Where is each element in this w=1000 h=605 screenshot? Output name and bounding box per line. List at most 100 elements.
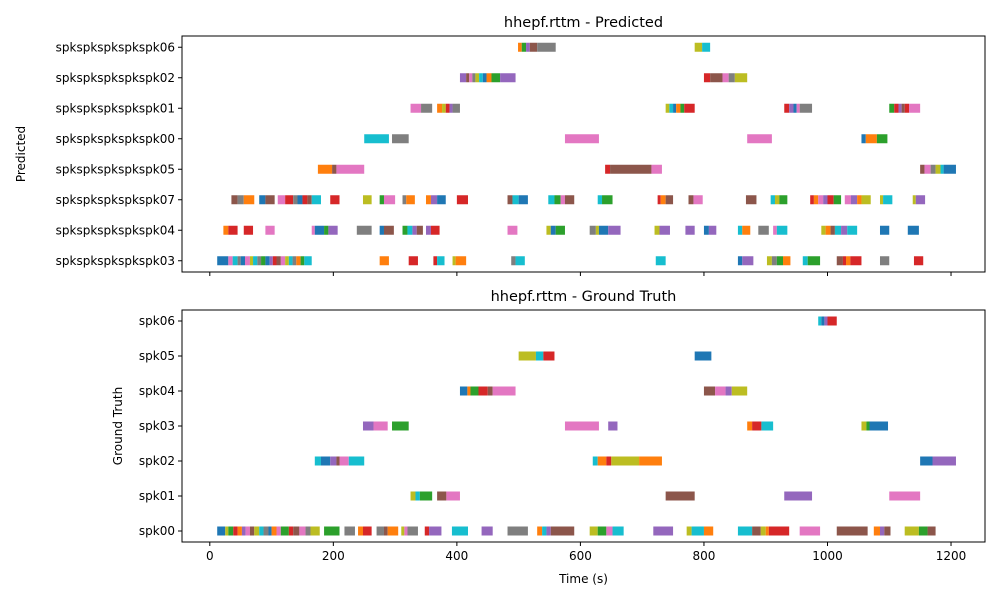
segment-spk00-87 bbox=[546, 526, 551, 536]
segment-spkspkspkspkspk04-134 bbox=[425, 225, 431, 235]
segment-spk00-69 bbox=[310, 526, 320, 536]
y-tick-label-spkspkspkspkspk04: spkspkspkspkspk04 bbox=[56, 223, 175, 237]
segment-spkspkspkspkspk07-111 bbox=[844, 195, 851, 205]
segment-spkspkspkspkspk03-170 bbox=[257, 256, 262, 266]
segment-spk00-92 bbox=[612, 526, 624, 536]
segment-spkspkspkspkspk05-60 bbox=[924, 164, 931, 174]
segment-spkspkspkspkspk04-158 bbox=[841, 225, 848, 235]
segment-spkspkspkspkspk05-64 bbox=[943, 164, 956, 174]
segment-spkspkspkspkspk02-14 bbox=[486, 73, 492, 83]
segment-spkspkspkspkspk07-96 bbox=[657, 195, 661, 205]
segment-spk00-55 bbox=[241, 526, 246, 536]
segment-spk00-60 bbox=[263, 526, 269, 536]
segment-spkspkspkspkspk07-109 bbox=[827, 195, 834, 205]
segment-spkspkspkspkspk04-127 bbox=[356, 225, 372, 235]
segment-spkspkspkspkspk00-52 bbox=[876, 134, 888, 144]
segment-spk01-42 bbox=[410, 491, 416, 501]
segment-spkspkspkspkspk03-185 bbox=[433, 256, 438, 266]
segment-spkspkspkspkspk07-112 bbox=[850, 195, 858, 205]
segment-spkspkspkspkspk04-144 bbox=[654, 225, 660, 235]
segment-spkspkspkspkspk03-199 bbox=[807, 256, 821, 266]
segment-spk03-18 bbox=[362, 421, 374, 431]
segment-spkspkspkspkspk04-151 bbox=[758, 225, 769, 235]
segment-spkspkspkspkspk07-89 bbox=[518, 195, 528, 205]
x-tick-label-0: 0 bbox=[206, 549, 214, 563]
segment-spk00-82 bbox=[451, 526, 468, 536]
segment-spkspkspkspkspk07-80 bbox=[383, 195, 396, 205]
segment-spkspkspkspkspk04-131 bbox=[407, 225, 413, 235]
segment-spkspkspkspkspk07-102 bbox=[770, 195, 775, 205]
segment-spkspkspkspkspk01-27 bbox=[449, 103, 453, 113]
segment-spk05-4 bbox=[518, 351, 536, 361]
segment-spkspkspkspkspk04-155 bbox=[825, 225, 831, 235]
segment-spk05-5 bbox=[535, 351, 544, 361]
segment-spk02-36 bbox=[597, 456, 607, 466]
x-tick-label-400: 400 bbox=[445, 549, 468, 563]
segment-spk00-61 bbox=[268, 526, 272, 536]
x-axis-label: Time (s) bbox=[558, 572, 608, 586]
segment-spk06-2 bbox=[824, 316, 828, 326]
segment-spk00-105 bbox=[879, 526, 885, 536]
segment-spk00-54 bbox=[237, 526, 242, 536]
segment-spk00-83 bbox=[481, 526, 493, 536]
segment-spkspkspkspkspk03-190 bbox=[515, 256, 525, 266]
segment-spkspkspkspkspk07-104 bbox=[779, 195, 788, 205]
y-tick-label-spkspkspkspkspk05: spkspkspkspkspk05 bbox=[56, 162, 175, 176]
segment-spk00-52 bbox=[228, 526, 234, 536]
segment-spk03-27 bbox=[866, 421, 870, 431]
segment-spkspkspkspkspk03-186 bbox=[437, 256, 445, 266]
segment-spkspkspkspkspk05-53 bbox=[317, 164, 333, 174]
y-tick-label-spkspkspkspkspk06: spkspkspkspkspk06 bbox=[56, 40, 175, 54]
segment-spkspkspkspkspk07-101 bbox=[745, 195, 757, 205]
segment-spkspkspkspkspk07-90 bbox=[548, 195, 555, 205]
segment-spkspkspkspkspk07-68 bbox=[259, 195, 266, 205]
segment-spkspkspkspkspk03-204 bbox=[879, 256, 890, 266]
segment-spk00-79 bbox=[407, 526, 418, 536]
segment-spkspkspkspkspk03-168 bbox=[249, 256, 254, 266]
y-tick-label-spk01: spk01 bbox=[139, 489, 175, 503]
segment-spkspkspkspkspk07-103 bbox=[774, 195, 780, 205]
y-tick-label-spk06: spk06 bbox=[139, 314, 175, 328]
segment-spkspkspkspkspk01-45 bbox=[909, 103, 921, 113]
segment-spkspkspkspkspk03-201 bbox=[842, 256, 847, 266]
segment-spkspkspkspkspk03-205 bbox=[913, 256, 924, 266]
segment-spkspkspkspkspk01-38 bbox=[796, 103, 800, 113]
segment-spkspkspkspkspk04-120 bbox=[228, 225, 238, 235]
segment-spkspkspkspkspk03-165 bbox=[237, 256, 241, 266]
segment-spk00-51 bbox=[225, 526, 229, 536]
segment-spk00-102 bbox=[799, 526, 821, 536]
segment-spkspkspkspkspk07-83 bbox=[425, 195, 431, 205]
y-tick-label-spk00: spk00 bbox=[139, 524, 175, 538]
segment-spkspkspkspkspk04-153 bbox=[776, 225, 788, 235]
segment-spkspkspkspkspk04-121 bbox=[243, 225, 254, 235]
segment-spk02-37 bbox=[606, 456, 612, 466]
segment-spkspkspkspkspk00-47 bbox=[392, 134, 409, 144]
segment-spkspkspkspkspk05-62 bbox=[935, 164, 941, 174]
segment-spkspkspkspkspk04-129 bbox=[383, 225, 394, 235]
segment-spkspkspkspkspk02-19 bbox=[722, 73, 729, 83]
segment-spkspkspkspkspk07-65 bbox=[231, 195, 238, 205]
segment-spk00-86 bbox=[542, 526, 547, 536]
segment-spkspkspkspkspk02-12 bbox=[479, 73, 483, 83]
segment-spkspkspkspkspk04-136 bbox=[507, 225, 518, 235]
segment-spk02-35 bbox=[592, 456, 598, 466]
segment-spkspkspkspkspk06-6 bbox=[702, 42, 711, 52]
segment-spk02-29 bbox=[314, 456, 321, 466]
segment-spkspkspkspkspk04-133 bbox=[416, 225, 423, 235]
segment-spkspkspkspkspk03-187 bbox=[452, 256, 456, 266]
segment-spkspkspkspkspk03-178 bbox=[288, 256, 293, 266]
segment-spkspkspkspkspk05-57 bbox=[610, 164, 652, 174]
segment-spk06-1 bbox=[821, 316, 825, 326]
segment-spkspkspkspkspk04-142 bbox=[598, 225, 609, 235]
segment-spkspkspkspkspk01-36 bbox=[789, 103, 794, 113]
segment-spkspkspkspkspk01-22 bbox=[410, 103, 422, 113]
segment-spk00-88 bbox=[550, 526, 575, 536]
segment-spkspkspkspkspk02-8 bbox=[466, 73, 470, 83]
segment-spkspkspkspkspk03-176 bbox=[280, 256, 286, 266]
segment-spkspkspkspkspk07-66 bbox=[237, 195, 244, 205]
segment-spkspkspkspkspk07-78 bbox=[362, 195, 372, 205]
segment-spkspkspkspkspk07-116 bbox=[883, 195, 893, 205]
segment-spkspkspkspkspk05-61 bbox=[930, 164, 936, 174]
segment-spkspkspkspkspk04-145 bbox=[659, 225, 670, 235]
